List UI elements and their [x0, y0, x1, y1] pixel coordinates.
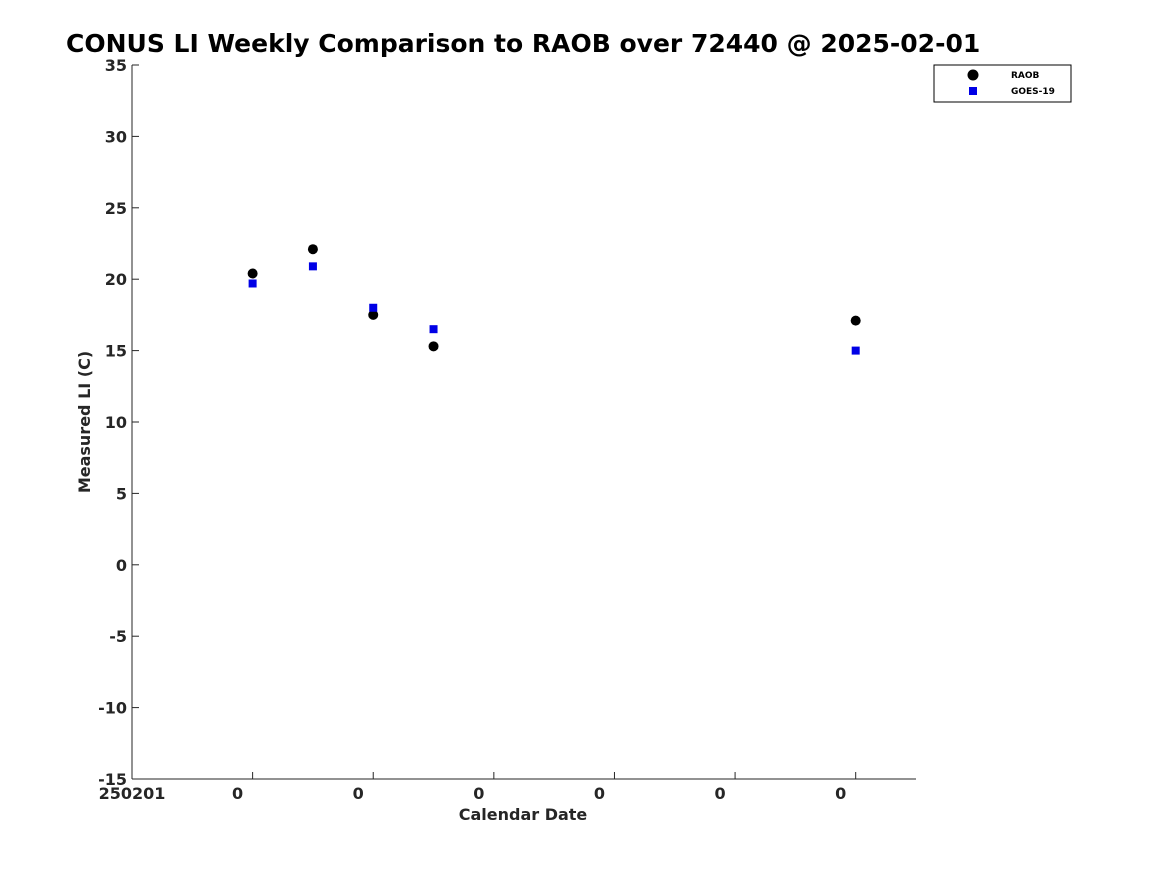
raob-point: [368, 309, 379, 320]
x-tick-label: 0: [232, 784, 243, 803]
legend-label-goes: GOES-19: [1011, 87, 1055, 97]
y-tick-label: 20: [105, 270, 127, 289]
goes-19-point: [369, 303, 378, 312]
y-tick-label: 0: [116, 556, 127, 575]
y-tick-label: 25: [105, 199, 127, 218]
legend: RAOB GOES-19: [933, 64, 1072, 103]
goes-19-point: [851, 346, 860, 355]
x-ticks: 250201 0 0 0 0 0 0: [99, 772, 857, 803]
raob-point: [850, 315, 861, 326]
y-tick-label: -15: [98, 770, 127, 789]
data-points: [247, 244, 861, 355]
x-tick-label: 0: [715, 784, 726, 803]
legend-box: [933, 64, 1072, 103]
y-tick-label: 5: [116, 484, 127, 503]
x-tick-label: 0: [835, 784, 846, 803]
y-tick-label: 10: [105, 413, 127, 432]
x-tick-label: 250201: [99, 784, 166, 803]
x-tick-label: 0: [353, 784, 364, 803]
y-tick-label: 15: [105, 342, 127, 361]
raob-point: [247, 268, 258, 279]
y-tick-label: 30: [105, 127, 127, 146]
plot-axes: [131, 65, 916, 780]
goes-19-point: [248, 279, 257, 288]
y-tick-label: -10: [98, 699, 127, 718]
x-tick-label: 0: [594, 784, 605, 803]
x-tick-label: 0: [473, 784, 484, 803]
x-axis-label: Calendar Date: [459, 805, 588, 824]
goes-19-point: [429, 325, 438, 334]
raob-point: [428, 341, 439, 352]
y-ticks: 35 30 25 20 15 10 5 0 -5 -10 -15: [98, 56, 139, 789]
goes-19-point: [308, 262, 317, 271]
raob-point: [307, 244, 318, 255]
legend-marker-goes: [969, 87, 977, 95]
y-axis-label: Measured LI (C): [75, 351, 94, 493]
y-tick-label: -5: [109, 627, 127, 646]
legend-label-raob: RAOB: [1011, 71, 1040, 81]
legend-marker-raob: [967, 69, 979, 81]
chart-title: CONUS LI Weekly Comparison to RAOB over …: [66, 29, 980, 58]
y-tick-label: 35: [105, 56, 127, 75]
